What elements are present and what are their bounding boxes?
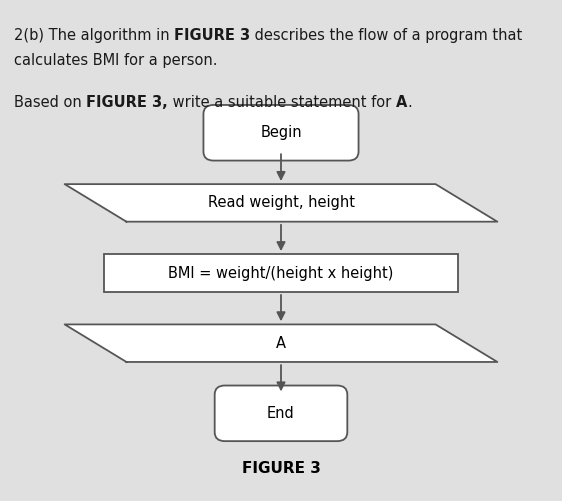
FancyBboxPatch shape [203,105,359,160]
FancyBboxPatch shape [215,386,347,441]
Text: 2(b) The algorithm in: 2(b) The algorithm in [14,28,174,43]
Text: Based on: Based on [14,95,87,110]
Text: End: End [267,406,295,421]
Text: FIGURE 3,: FIGURE 3, [87,95,168,110]
Text: .: . [407,95,412,110]
Text: FIGURE 3: FIGURE 3 [174,28,251,43]
Text: FIGURE 3: FIGURE 3 [242,461,320,476]
Text: A: A [396,95,407,110]
Text: describes the flow of a program that: describes the flow of a program that [251,28,523,43]
Text: BMI = weight/(height x height): BMI = weight/(height x height) [168,266,394,281]
Bar [104,255,458,292]
Text: Read weight, height: Read weight, height [207,195,355,210]
Text: calculates BMI for a person.: calculates BMI for a person. [14,53,217,68]
Text: Begin: Begin [260,125,302,140]
Text: A: A [276,336,286,351]
Text: write a suitable statement for: write a suitable statement for [168,95,396,110]
Polygon shape [65,325,497,362]
Polygon shape [65,184,497,221]
